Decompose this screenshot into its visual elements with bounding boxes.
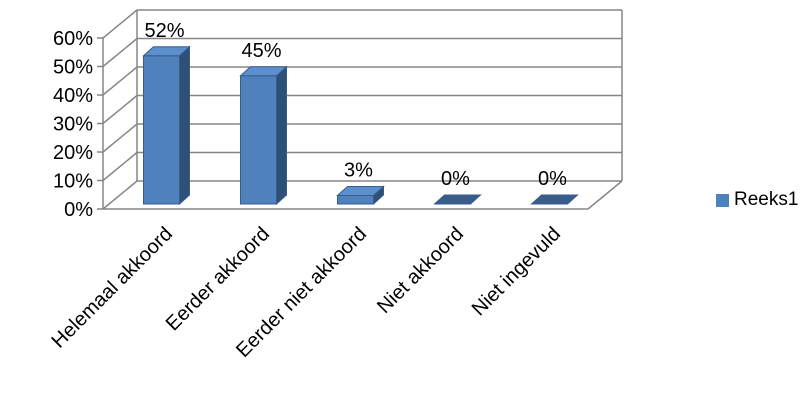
- chart-grid: [102, 9, 623, 210]
- side-gridline: [102, 123, 138, 153]
- x-tick-label: Niet akkoord: [373, 223, 468, 318]
- data-label: 45%: [241, 40, 281, 62]
- y-tick-label: 20%: [53, 142, 93, 164]
- bar-front: [240, 75, 277, 205]
- y-tick-label: 10%: [53, 171, 93, 193]
- legend: Reeks1: [716, 189, 798, 211]
- legend-label: Reeks1: [734, 189, 799, 210]
- data-label: 0%: [538, 168, 567, 190]
- y-tick-label: 30%: [53, 114, 93, 136]
- y-tick-label: 50%: [53, 57, 93, 79]
- side-gridline: [102, 9, 138, 39]
- legend-swatch: [716, 193, 729, 207]
- y-tick-label: 0%: [64, 199, 93, 221]
- y-tick-label: 60%: [53, 28, 93, 50]
- bar-side: [276, 65, 287, 206]
- x-tick-label: Niet ingevuld: [468, 223, 565, 320]
- bar: [433, 194, 482, 205]
- bar-front: [337, 194, 374, 205]
- data-label: 0%: [441, 168, 470, 190]
- bar: [142, 45, 191, 206]
- side-gridline: [102, 180, 138, 210]
- x-tick-label: Eerder akkoord: [162, 223, 274, 335]
- side-gridline: [102, 37, 138, 68]
- data-labels: 52% 45% 3% 0% 0%: [144, 20, 567, 190]
- bar-side: [179, 45, 190, 206]
- bar: [336, 185, 385, 206]
- bar-top: [142, 46, 191, 57]
- bar-top: [239, 66, 288, 77]
- bar: [239, 65, 288, 206]
- bar-top: [336, 185, 385, 196]
- y-tick-label: 40%: [53, 85, 93, 107]
- bar-front: [143, 55, 180, 205]
- bar-top: [530, 194, 579, 205]
- data-label: 3%: [344, 159, 373, 181]
- bar-series: [142, 45, 579, 206]
- bar: [530, 194, 579, 205]
- data-label: 52%: [144, 20, 184, 42]
- side-gridline: [102, 151, 138, 182]
- side-gridline: [102, 66, 138, 96]
- side-gridline: [102, 94, 138, 125]
- y-axis-ticks: 0% 10% 20% 30% 40% 50% 60%: [53, 28, 103, 221]
- bar-top: [433, 194, 482, 205]
- x-tick-label: Helemaal akkoord: [47, 223, 177, 353]
- floor-right-edge: [587, 180, 623, 210]
